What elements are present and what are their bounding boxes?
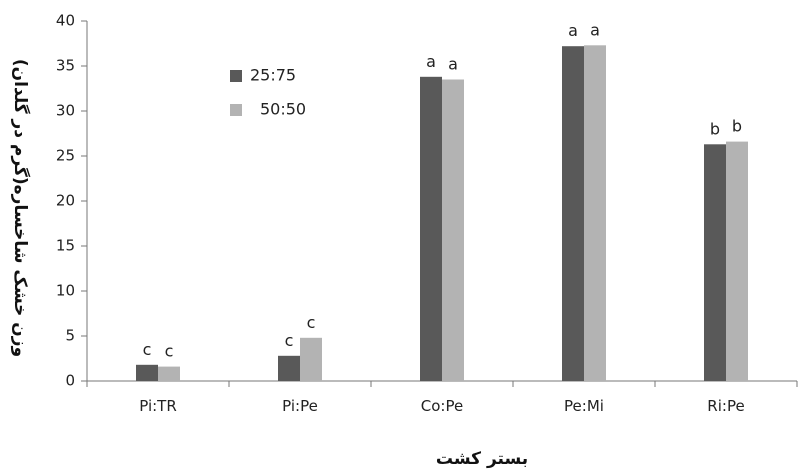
axes: 0 5 10 15 20 25 30 35 40 Pi:TR Pi:Pe Co:Pe Pe:Mi Ri:P… [56, 12, 798, 415]
y-tick-label: 40 [56, 12, 75, 30]
x-tick-label: Pi:Pe [282, 397, 318, 415]
data-label: a [426, 52, 436, 71]
x-tick-label: Pe:Mi [564, 397, 604, 415]
y-tick-label: 5 [65, 327, 75, 345]
bar [562, 46, 584, 381]
bar [726, 141, 748, 381]
data-label: a [568, 21, 578, 40]
data-label: b [710, 119, 720, 138]
y-tick-label: 20 [56, 192, 75, 210]
y-axis-label: وزن خشک شاخساره(گرم در گلدان) [10, 59, 31, 357]
legend-label: 25:75 [250, 66, 296, 85]
data-label: a [448, 55, 458, 74]
x-axis-label: بستر کشت [436, 449, 528, 469]
x-tick-label: Ri:Pe [707, 397, 744, 415]
data-label: c [307, 313, 316, 332]
x-tick-label: Co:Pe [421, 397, 463, 415]
bar [278, 355, 300, 381]
y-tick-label: 35 [56, 57, 75, 75]
legend-swatch [230, 70, 242, 82]
data-label: c [143, 340, 152, 359]
legend: 25:75 50:50 [230, 66, 306, 119]
legend-label: 50:50 [260, 100, 306, 119]
y-tick-label: 15 [56, 237, 75, 255]
y-tick-label: 10 [56, 282, 75, 300]
bar [442, 79, 464, 381]
data-label: c [285, 331, 294, 350]
data-label: c [165, 342, 174, 361]
bar [704, 144, 726, 381]
bar [136, 364, 158, 381]
bar [300, 337, 322, 381]
y-tick-label: 30 [56, 102, 75, 120]
bar [420, 76, 442, 382]
y-tick-label: 0 [65, 372, 75, 390]
y-tick-label: 25 [56, 147, 75, 165]
data-label: b [732, 117, 742, 136]
x-tick-label: Pi:TR [139, 397, 177, 415]
data-label: a [590, 20, 600, 39]
bar [158, 366, 180, 381]
bar [584, 45, 606, 382]
legend-swatch [230, 104, 242, 116]
